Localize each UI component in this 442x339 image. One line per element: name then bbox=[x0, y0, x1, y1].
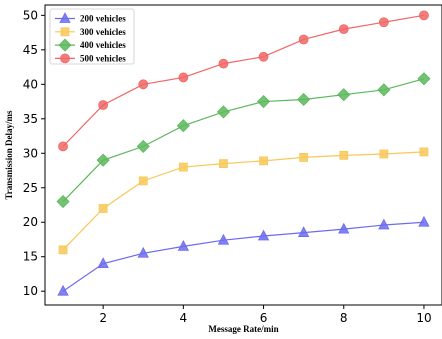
legend-marker bbox=[58, 38, 72, 52]
data-point bbox=[378, 17, 389, 28]
y-tick-label: 25 bbox=[23, 181, 38, 195]
data-point bbox=[96, 153, 110, 167]
data-point bbox=[58, 245, 68, 255]
legend-label: 400 vehicles bbox=[80, 40, 126, 50]
legend-marker bbox=[60, 53, 70, 64]
data-point bbox=[419, 10, 429, 21]
y-tick-label: 45 bbox=[23, 43, 38, 57]
y-tick-label: 20 bbox=[23, 215, 38, 229]
data-point bbox=[417, 72, 431, 86]
data-point bbox=[419, 147, 429, 157]
legend-label: 200 vehicles bbox=[80, 14, 126, 24]
data-point bbox=[98, 100, 109, 110]
data-point bbox=[377, 83, 391, 97]
series-line bbox=[62, 14, 425, 147]
data-point bbox=[138, 79, 149, 90]
y-tick-label: 30 bbox=[23, 146, 38, 160]
data-point bbox=[97, 257, 109, 269]
x-tick-label: 10 bbox=[416, 311, 431, 325]
data-point bbox=[338, 24, 349, 35]
x-tick-label: 4 bbox=[180, 311, 188, 325]
data-point bbox=[297, 92, 311, 107]
data-point bbox=[216, 105, 231, 119]
legend-marker bbox=[60, 27, 70, 37]
y-axis: 10 15 20 25 30 35 40 45 50 bbox=[23, 8, 45, 298]
data-point bbox=[299, 153, 309, 162]
data-point bbox=[176, 119, 190, 133]
data-point bbox=[178, 162, 188, 172]
data-point bbox=[218, 58, 229, 69]
data-point bbox=[138, 176, 148, 186]
series-line bbox=[62, 78, 425, 202]
data-point bbox=[259, 156, 268, 166]
y-tick-label: 35 bbox=[23, 112, 38, 126]
legend-box bbox=[49, 8, 135, 65]
x-axis-title: Message Rate/min bbox=[208, 324, 278, 334]
data-point bbox=[298, 34, 309, 45]
x-tick-label: 8 bbox=[340, 311, 348, 325]
data-point bbox=[256, 94, 271, 109]
data-point bbox=[137, 246, 149, 258]
series-4 bbox=[58, 10, 429, 152]
data-point bbox=[258, 51, 269, 62]
data-point bbox=[297, 226, 310, 237]
y-tick-label: 10 bbox=[23, 284, 38, 298]
y-tick-label: 50 bbox=[23, 8, 38, 22]
data-point bbox=[338, 222, 350, 234]
data-point bbox=[177, 240, 190, 251]
y-axis-title: Transmission Delay/ms bbox=[4, 110, 14, 200]
data-point bbox=[378, 218, 390, 230]
data-point bbox=[339, 150, 349, 160]
data-point bbox=[257, 229, 270, 241]
series-3 bbox=[56, 72, 431, 209]
series-1 bbox=[57, 215, 430, 296]
data-point bbox=[98, 204, 108, 213]
y-tick-label: 15 bbox=[23, 250, 38, 264]
data-point bbox=[136, 139, 150, 153]
x-tick-label: 6 bbox=[260, 311, 268, 325]
data-point bbox=[58, 141, 68, 152]
legend: 200 vehicles 300 vehicles 400 vehicles 500 … bbox=[49, 8, 135, 65]
series-2 bbox=[58, 147, 429, 255]
legend-label: 300 vehicles bbox=[80, 27, 126, 37]
legend-marker bbox=[59, 12, 71, 23]
data-point bbox=[56, 194, 70, 209]
series-layer bbox=[56, 10, 431, 296]
data-point bbox=[217, 233, 230, 245]
data-point bbox=[379, 149, 389, 159]
plot-frame bbox=[44, 4, 442, 306]
data-point bbox=[337, 88, 351, 102]
x-tick-label: 2 bbox=[99, 311, 107, 325]
y-tick-label: 40 bbox=[23, 77, 38, 91]
data-point bbox=[178, 72, 189, 83]
data-point bbox=[57, 284, 69, 296]
series-line bbox=[62, 221, 424, 292]
x-axis: 2 4 6 8 10 bbox=[99, 305, 432, 325]
data-point bbox=[219, 159, 228, 169]
legend-label: 500 vehicles bbox=[80, 53, 126, 63]
data-point bbox=[418, 215, 430, 227]
series-line bbox=[62, 151, 424, 251]
